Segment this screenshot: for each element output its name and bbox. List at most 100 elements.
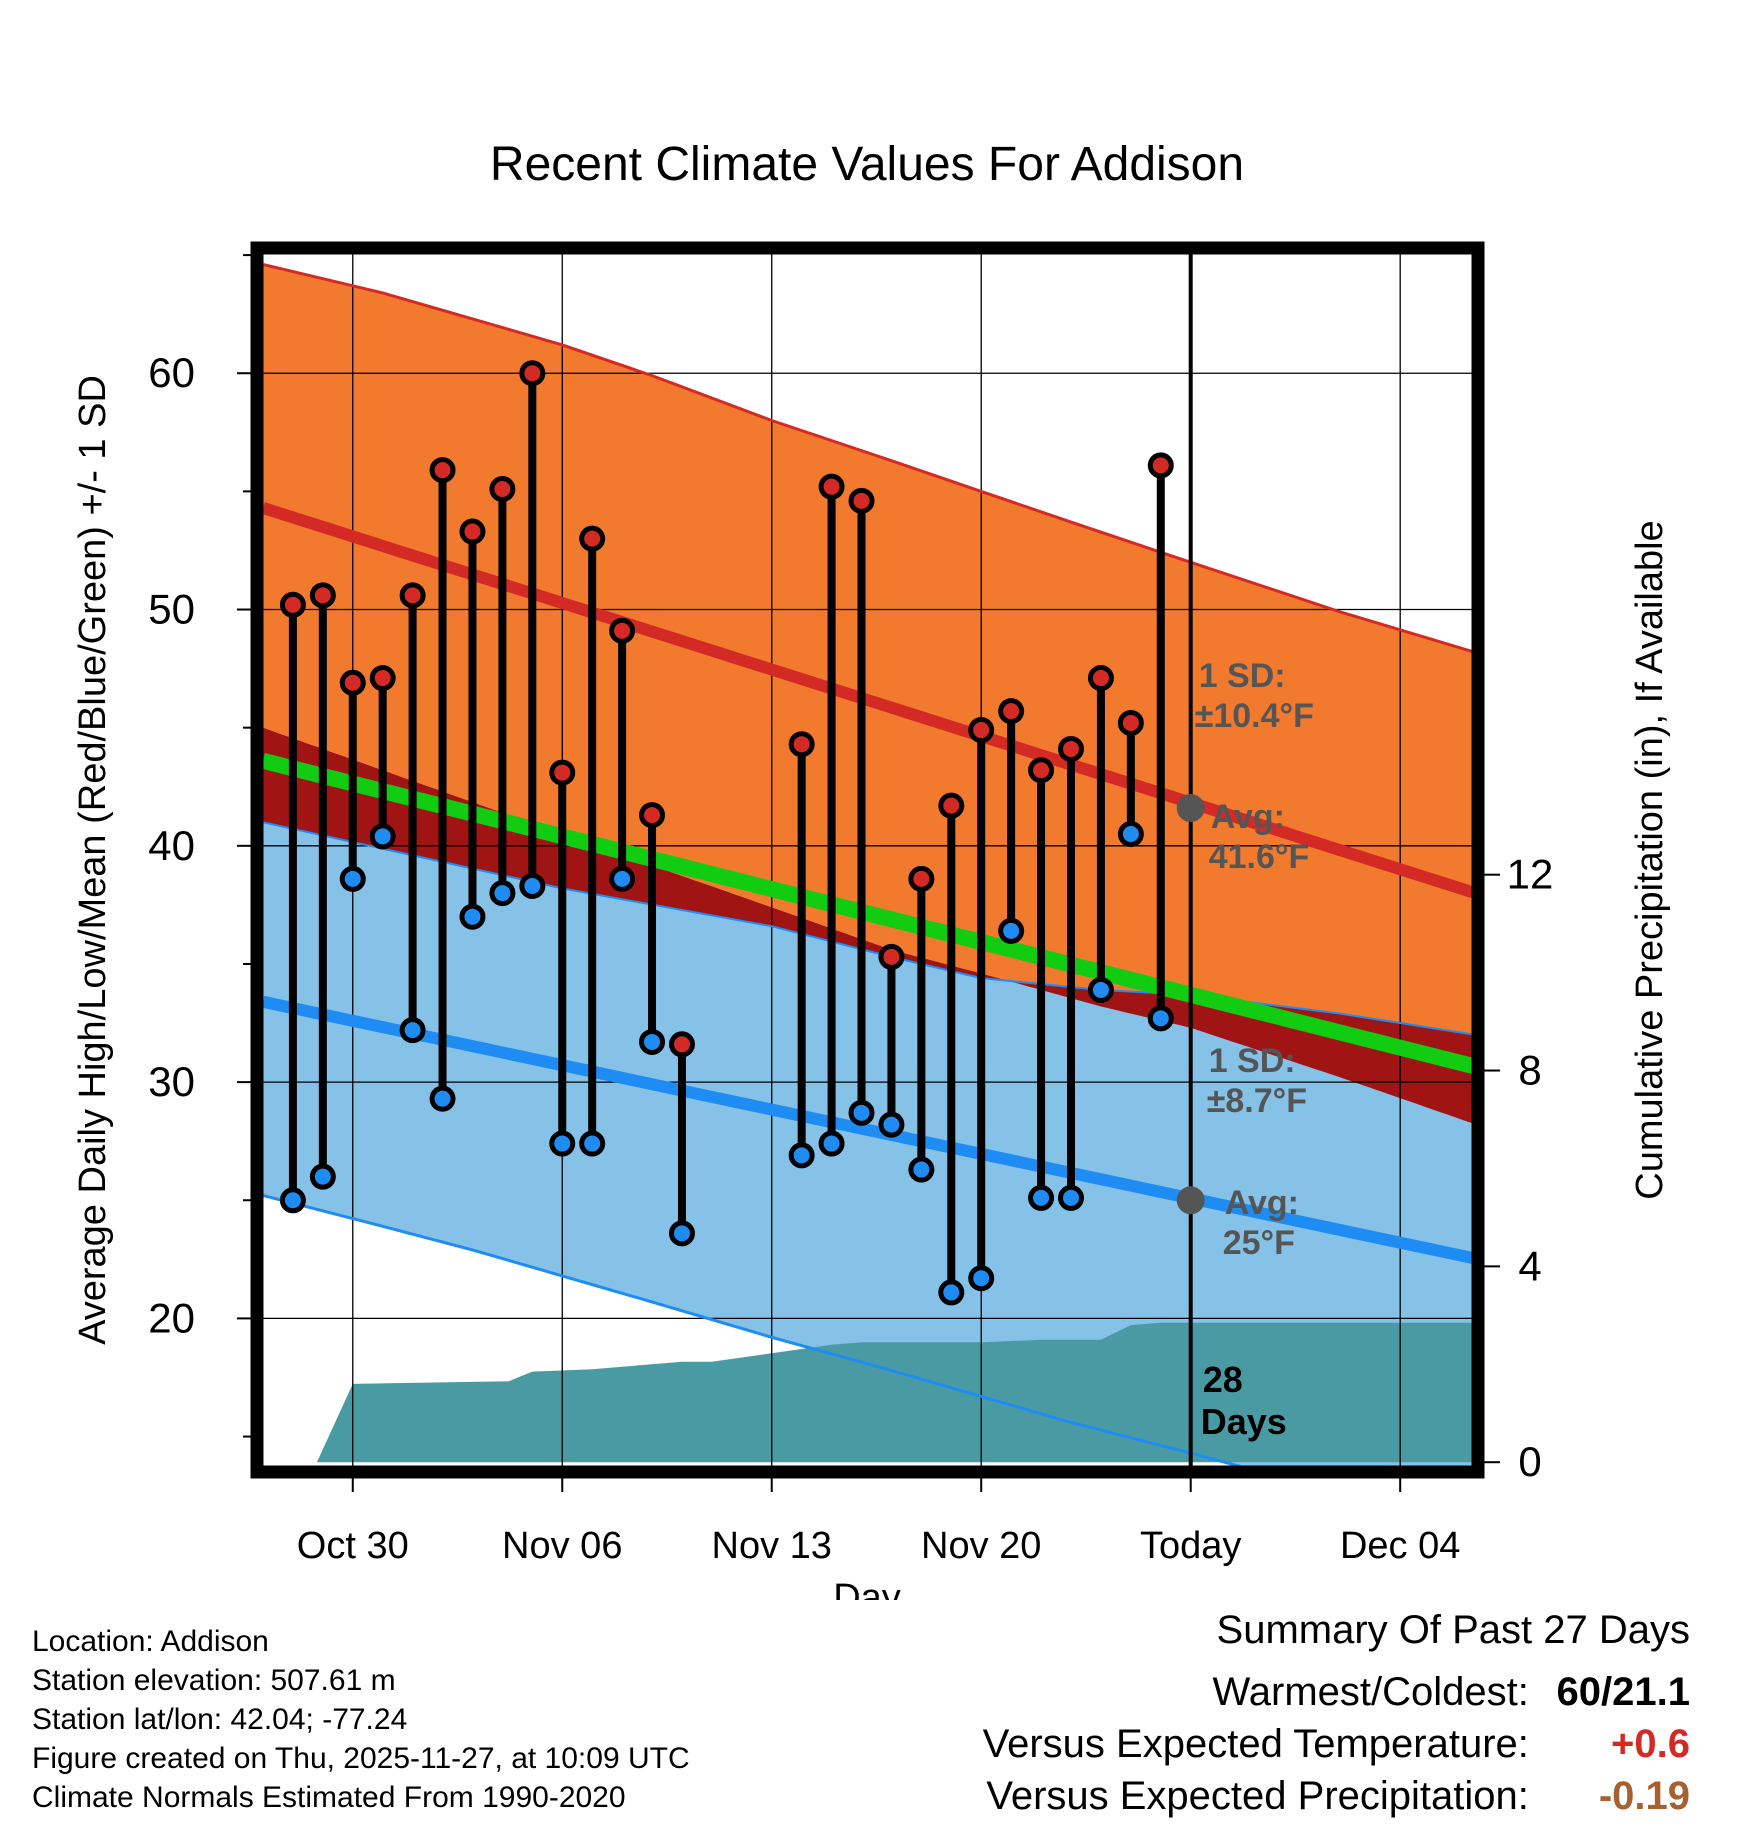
daily-low-point: [639, 1028, 666, 1055]
daily-low-point: [1087, 976, 1114, 1003]
mean-avg-line: [263, 753, 1472, 1075]
daily-low-point: [279, 1187, 306, 1214]
daily-high-point: [309, 582, 336, 609]
daily-high-point: [1058, 735, 1084, 762]
daily-high-point: [848, 487, 875, 514]
high-avg-line: [263, 502, 1472, 899]
y-tick-label: 60: [148, 349, 195, 396]
daily-low-point: [1028, 1184, 1055, 1211]
x-tick-label: Nov 20: [921, 1525, 1041, 1567]
today-high-avg-marker: [1176, 794, 1205, 823]
plot-frame: [250, 241, 1485, 1479]
daily-high-point: [668, 1031, 695, 1058]
summary-precip-value: -0.19: [1598, 1774, 1690, 1818]
daily-low-point: [1058, 1184, 1084, 1211]
daily-low-point: [668, 1220, 695, 1247]
daily-high-point: [818, 473, 845, 500]
daily-high-point: [399, 582, 426, 609]
low-sd-label-2: ±8.7°F: [1207, 1082, 1307, 1120]
x-tick-label: Oct 30: [297, 1525, 409, 1567]
daily-low-point: [998, 917, 1025, 944]
low-sd-label-1: 1 SD:: [1209, 1042, 1296, 1080]
info-elevation: Station elevation: 507.61 m: [32, 1664, 396, 1697]
daily-high-point: [1147, 452, 1174, 479]
high-avg-label-2: 41.6°F: [1209, 838, 1310, 876]
daily-low-point: [968, 1265, 995, 1292]
x-tick-label: Nov 06: [502, 1525, 622, 1567]
x-tick-label: Dec 04: [1340, 1525, 1460, 1567]
y2-axis-label: Cumulative Precipitation (in), If Availa…: [1629, 520, 1671, 1199]
x-tick-label: Nov 13: [712, 1525, 832, 1567]
daily-high-point: [1087, 665, 1114, 692]
y2-tick-label: 12: [1507, 851, 1554, 898]
y2-tick-label: 8: [1518, 1047, 1541, 1094]
y2-tick-label: 0: [1518, 1438, 1541, 1485]
low-sd-lower-line: [263, 1194, 1245, 1466]
daily-low-point: [848, 1099, 875, 1126]
summary-temp-label: Versus Expected Temperature:: [982, 1722, 1529, 1766]
summary-precip-label: Versus Expected Precipitation:: [986, 1774, 1529, 1818]
daily-low-point: [519, 872, 546, 899]
daily-low-point: [489, 880, 516, 907]
y-tick-label: 20: [148, 1294, 195, 1341]
summary-temp-value: +0.6: [1611, 1722, 1690, 1766]
daily-low-point: [818, 1130, 845, 1157]
summary-temp: Versus Expected Temperature: +0.6: [983, 1722, 1690, 1767]
y-tick-label: 40: [148, 822, 195, 869]
daily-low-point: [579, 1130, 606, 1157]
x-axis-label: Day: [833, 1577, 901, 1600]
info-location: Location: Addison: [32, 1625, 269, 1658]
daily-low-point: [399, 1017, 426, 1044]
y-tick-label: 30: [148, 1058, 195, 1105]
daily-high-point: [968, 717, 995, 744]
low-avg-label-2: 25°F: [1223, 1224, 1295, 1262]
daily-low-point: [369, 823, 396, 850]
daily-high-point: [938, 792, 965, 819]
daily-high-point: [459, 518, 486, 545]
daily-low-point: [549, 1130, 576, 1157]
daily-high-point: [998, 698, 1025, 725]
summary-precip: Versus Expected Precipitation: -0.19: [986, 1774, 1690, 1819]
daily-high-point: [429, 457, 456, 484]
daily-high-point: [519, 360, 546, 387]
y-axis-label: Average Daily High/Low/Mean (Red/Blue/Gr…: [72, 375, 114, 1345]
daily-low-point: [339, 865, 366, 892]
daily-high-point: [788, 731, 815, 758]
station-info: Location: Addison Station elevation: 507…: [32, 1622, 690, 1817]
precip-area: [316, 1322, 1472, 1463]
daily-low-point: [1147, 1005, 1174, 1032]
daily-low-point: [429, 1085, 456, 1112]
info-created: Figure created on Thu, 2025-11-27, at 10…: [32, 1742, 690, 1775]
x-tick-label: Today: [1140, 1525, 1241, 1567]
daily-low-point: [878, 1111, 905, 1138]
y-tick-label: 50: [148, 586, 195, 633]
info-latlon: Station lat/lon: 42.04; -77.24: [32, 1703, 408, 1736]
high-sd-label-1: 1 SD:: [1199, 657, 1286, 695]
summary-warm-cold: Warmest/Coldest: 60/21.1: [1213, 1670, 1691, 1715]
daily-low-point: [459, 903, 486, 930]
high-sd-label-2: ±10.4°F: [1195, 697, 1314, 735]
high-avg-label-1: Avg:: [1211, 798, 1285, 836]
daily-low-point: [1117, 821, 1144, 848]
daily-high-point: [549, 759, 576, 786]
daily-high-point: [579, 525, 606, 552]
daily-high-point: [1028, 757, 1055, 784]
daily-low-point: [609, 865, 636, 892]
today-low-avg-marker: [1176, 1186, 1205, 1215]
summary-warm-cold-value: 60/21.1: [1556, 1670, 1690, 1714]
summary-title: Summary Of Past 27 Days: [1216, 1608, 1690, 1652]
days-label-2: Days: [1201, 1401, 1287, 1442]
daily-high-point: [609, 617, 636, 644]
daily-low-point: [788, 1142, 815, 1169]
chart-title: Recent Climate Values For Addison: [490, 138, 1244, 191]
daily-high-point: [639, 802, 666, 829]
daily-low-point: [309, 1163, 336, 1190]
y2-tick-label: 4: [1518, 1242, 1541, 1289]
daily-high-point: [339, 669, 366, 696]
daily-high-point: [489, 476, 516, 503]
daily-high-point: [908, 865, 935, 892]
daily-high-point: [1117, 709, 1144, 736]
daily-low-point: [908, 1156, 935, 1183]
low-avg-label-1: Avg:: [1225, 1184, 1299, 1222]
summary-warm-cold-label: Warmest/Coldest:: [1212, 1670, 1529, 1714]
